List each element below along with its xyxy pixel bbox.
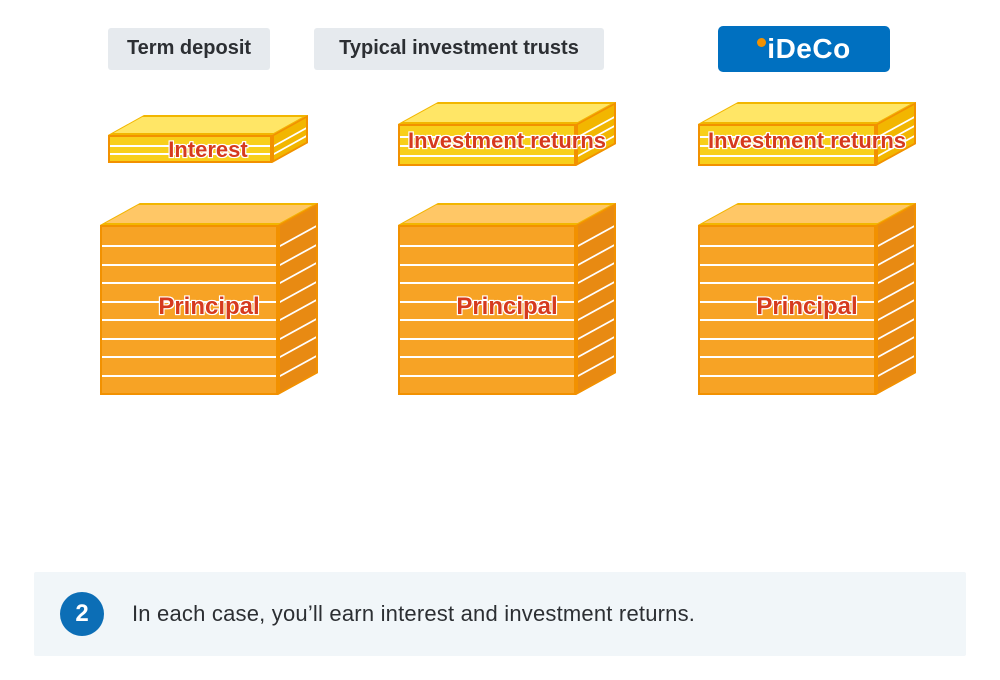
ideco-logo-o: o bbox=[833, 33, 851, 65]
caption-number: 2 bbox=[75, 600, 88, 628]
principal-block-typical-trusts bbox=[398, 203, 616, 395]
ideco-dot-icon bbox=[757, 38, 766, 47]
principal-block-term-deposit bbox=[100, 203, 318, 395]
header-chip-label: Typical investment trusts bbox=[339, 37, 579, 60]
principal-block-ideco bbox=[698, 203, 916, 395]
infographic-stage: Term deposit Typical investment trusts i… bbox=[0, 0, 1000, 680]
ideco-logo-text: iDeC bbox=[767, 33, 833, 65]
header-chip-typical-trusts: Typical investment trusts bbox=[314, 28, 604, 70]
caption-number-badge: 2 bbox=[60, 592, 104, 636]
gains-block-typical-trusts bbox=[398, 102, 616, 166]
caption-bar: 2 In each case, you’ll earn interest and… bbox=[34, 572, 966, 656]
header-chip-label: Term deposit bbox=[127, 37, 251, 60]
header-chip-term-deposit: Term deposit bbox=[108, 28, 270, 70]
header-chip-ideco: iDeCo bbox=[718, 26, 890, 72]
gains-block-term-deposit bbox=[108, 115, 308, 163]
gains-block-ideco bbox=[698, 102, 916, 166]
caption-text: In each case, you’ll earn interest and i… bbox=[132, 601, 695, 627]
